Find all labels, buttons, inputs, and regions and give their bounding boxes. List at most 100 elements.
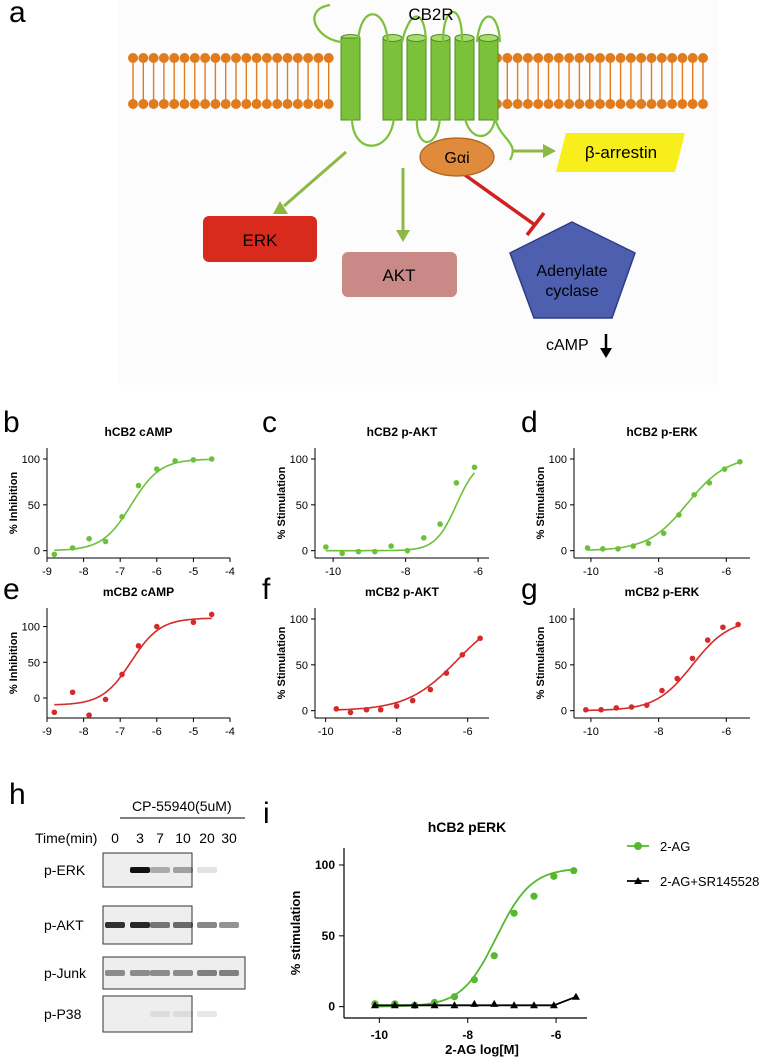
y-tick-label: 0 [302, 546, 308, 558]
data-point [323, 544, 329, 550]
x-tick-label: -6 [551, 1028, 562, 1042]
blot-strip [102, 995, 193, 1033]
x-tick-label: -6 [152, 726, 162, 738]
lipid-head-bottom [553, 99, 564, 109]
data-point [459, 651, 466, 658]
x-tick-label: -10 [318, 726, 334, 738]
lipid-head-bottom [251, 99, 262, 109]
data-point [676, 512, 682, 518]
y-tick-label: 0 [302, 706, 308, 718]
lipid-head-top [584, 53, 595, 63]
lipid-head-top [543, 53, 554, 63]
lipid-head-bottom [323, 99, 334, 109]
helix-top [382, 34, 403, 42]
lipid-head-top [169, 53, 180, 63]
data-point [510, 909, 518, 917]
chart-title: mCB2 p-ERK [625, 585, 700, 599]
lipid-head-top [210, 53, 221, 63]
helix [430, 37, 451, 121]
data-point [645, 540, 652, 547]
x-tick-label: -10 [371, 1028, 389, 1042]
y-tick-label: 0 [34, 546, 40, 558]
camp-label: cAMP [546, 337, 589, 354]
fit-curve [54, 458, 212, 551]
lipid-head-bottom [615, 99, 626, 109]
data-point [530, 892, 538, 900]
data-point [471, 464, 478, 471]
legend-label: 2-AG+SR145528 [660, 874, 759, 889]
legend-label: 2-AG [660, 839, 690, 854]
blot-band [130, 867, 150, 873]
x-tick-label: -8 [462, 1028, 473, 1042]
blot-band [150, 922, 170, 928]
y-tick-label: 50 [555, 500, 567, 512]
data-point [549, 1001, 558, 1009]
blot-time-label: 20 [199, 830, 215, 846]
y-tick-label: 100 [290, 614, 308, 626]
lipid-head-bottom [687, 99, 698, 109]
blot-band [150, 970, 170, 976]
fit-curve [585, 625, 739, 712]
data-point [347, 709, 354, 716]
helix-top [430, 34, 451, 42]
blot-band [219, 922, 239, 928]
lipid-head-top [138, 53, 149, 63]
blot-band [173, 1011, 193, 1017]
lipid-head-bottom [231, 99, 241, 109]
cb2r-receptor [340, 34, 499, 121]
y-tick-label: 100 [549, 614, 567, 626]
signaling-diagram: CB2R Gαi β-arrestin ERK AKT Adenylate cy… [118, 0, 718, 385]
data-point [643, 702, 650, 708]
data-point [404, 547, 411, 554]
data-point [69, 689, 76, 696]
lipid-head-bottom [261, 99, 272, 109]
data-point [190, 619, 197, 626]
lipid-head-top [625, 53, 636, 63]
data-point [370, 1001, 379, 1009]
chart-title: hCB2 cAMP [104, 425, 172, 439]
arrow-to-arrestin [512, 144, 556, 158]
lipid-head-bottom [292, 99, 303, 109]
blot-band [197, 867, 217, 873]
data-point [135, 482, 142, 489]
data-point [571, 992, 580, 1000]
data-point [450, 993, 459, 1001]
lipid-head-top [553, 53, 564, 63]
chart-b: hCB2 cAMP-9-8-7-6-5-40501002-AG log [M]%… [8, 425, 235, 578]
lipid-head-bottom [189, 99, 200, 109]
helix [454, 37, 475, 121]
x-tick-label: -5 [189, 726, 199, 738]
series-1 [370, 992, 580, 1009]
data-point [691, 491, 697, 498]
lipid-head-top [251, 53, 262, 63]
data-point [339, 550, 345, 557]
lipid-head-bottom [595, 99, 605, 109]
lipid-head-top [241, 53, 252, 63]
akt-label: AKT [382, 266, 415, 285]
x-tick-label: -4 [225, 726, 235, 738]
blot-band [173, 970, 193, 976]
lipid-head-top [323, 53, 334, 63]
lipid-head-bottom [543, 99, 554, 109]
lipid-head-top [158, 53, 169, 63]
ac-label-line1: Adenylate [536, 263, 607, 280]
blot-row-label: p-AKT [44, 917, 84, 933]
lipid-head-bottom [272, 99, 283, 109]
data-point [628, 704, 635, 710]
x-tick-label: -4 [225, 566, 235, 578]
blot-time-label: 10 [175, 830, 191, 846]
x-tick-label: -5 [189, 566, 199, 578]
y-axis-label: % Stimulation [276, 626, 288, 699]
blot-time-label: 3 [136, 830, 144, 846]
data-point [721, 466, 728, 472]
x-tick-label: -6 [721, 726, 731, 738]
lipid-head-bottom [138, 99, 149, 109]
data-point [102, 538, 109, 545]
data-point [154, 623, 160, 630]
lipid-head-bottom [677, 99, 688, 109]
chart-title: hCB2 pERK [428, 819, 507, 835]
data-point [355, 548, 362, 555]
data-point [172, 458, 178, 464]
fit-curve [325, 472, 476, 552]
blot-band [130, 922, 150, 928]
